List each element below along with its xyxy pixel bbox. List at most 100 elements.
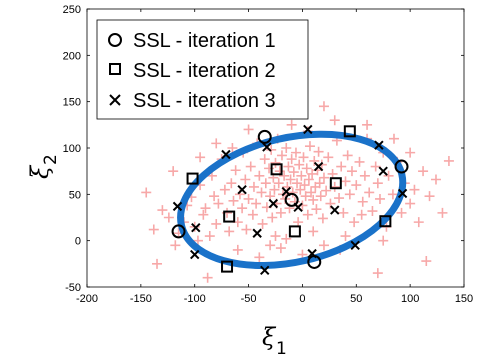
background-plus-point bbox=[260, 178, 271, 189]
series-points bbox=[171, 124, 409, 276]
y-axis-title: ξ 2 bbox=[26, 154, 61, 179]
iteration-3-x-point bbox=[262, 142, 272, 152]
background-plus-point bbox=[383, 170, 394, 181]
background-plus-point bbox=[396, 207, 407, 218]
iteration-3-x-point bbox=[307, 248, 317, 259]
background-plus-point bbox=[200, 203, 211, 214]
background-plus-point bbox=[230, 165, 241, 176]
iteration-3-x-point bbox=[237, 184, 247, 195]
background-plus-point bbox=[267, 212, 278, 223]
background-plus-point bbox=[281, 143, 292, 153]
background-plus-point bbox=[338, 207, 349, 218]
background-plus-point bbox=[351, 180, 362, 191]
x-tick-label: 100 bbox=[401, 293, 419, 305]
iteration-1-circle-point bbox=[284, 192, 299, 207]
y-tick-label: -50 bbox=[65, 282, 81, 294]
background-plus-point bbox=[270, 231, 281, 242]
background-plus-point bbox=[294, 159, 305, 170]
background-plus-point bbox=[270, 157, 281, 168]
background-plus-point bbox=[318, 101, 329, 112]
y-tick-label: 0 bbox=[75, 236, 81, 248]
background-plus-point bbox=[195, 152, 206, 163]
y-tick-label: 200 bbox=[63, 50, 81, 62]
background-plus-point bbox=[295, 184, 306, 195]
x-tick-label: 50 bbox=[350, 293, 362, 305]
background-plus-point bbox=[370, 161, 381, 172]
background-plus-point bbox=[219, 184, 230, 195]
background-plus-point bbox=[240, 174, 251, 185]
background-plus-point bbox=[228, 195, 239, 206]
iteration-3-x-point bbox=[313, 161, 324, 172]
background-plus-point bbox=[323, 152, 334, 163]
background-plus-point bbox=[443, 155, 454, 166]
background-plus-point bbox=[299, 180, 310, 191]
iteration-3-x-point bbox=[350, 240, 360, 251]
background-plus-point bbox=[245, 161, 256, 172]
background-plus-point bbox=[141, 187, 152, 198]
iteration-3-x-point bbox=[303, 124, 313, 135]
background-plus-point bbox=[424, 191, 435, 202]
background-plus-point bbox=[292, 178, 303, 189]
iteration-3-x-point bbox=[268, 198, 279, 209]
background-plus-point bbox=[243, 193, 254, 204]
iteration-2-square-point bbox=[221, 260, 234, 273]
background-plus-point bbox=[340, 176, 351, 187]
background-plus-point bbox=[372, 268, 383, 279]
iteration-3-x-point bbox=[330, 205, 340, 215]
iteration-2-square-point bbox=[379, 215, 392, 228]
y-tick-label: 150 bbox=[63, 97, 81, 109]
background-plus-point bbox=[281, 233, 292, 244]
background-plus-point bbox=[286, 154, 297, 165]
iteration-2-square-point bbox=[186, 172, 199, 185]
y-axis-title-sub: 2 bbox=[41, 154, 61, 165]
background-plus-point bbox=[204, 231, 215, 242]
iteration-3-x-point bbox=[378, 166, 388, 176]
iteration-2-square-point bbox=[329, 177, 342, 190]
legend-label-3: SSL - iteration 3 bbox=[133, 90, 276, 112]
background-plus-point bbox=[317, 213, 328, 224]
background-plus-point bbox=[309, 155, 320, 166]
background-plus-point bbox=[170, 240, 181, 251]
background-plus-point bbox=[413, 217, 424, 228]
background-plus-point bbox=[311, 204, 322, 215]
legend-label-2: SSL - iteration 2 bbox=[133, 60, 276, 82]
background-plus-point bbox=[148, 224, 159, 235]
x-axis-title-main: ξ bbox=[262, 323, 277, 351]
background-plus-point bbox=[314, 178, 325, 189]
background-plus-point bbox=[296, 170, 307, 181]
y-tick-label: 250 bbox=[63, 4, 81, 16]
background-plus-point bbox=[237, 203, 248, 214]
background-plus-point bbox=[285, 174, 296, 185]
background-plus-point bbox=[209, 191, 220, 202]
background-plus-point bbox=[275, 207, 286, 218]
background-plus-point bbox=[334, 193, 345, 204]
background-plus-point bbox=[290, 147, 301, 158]
background-plus-point bbox=[362, 119, 373, 130]
background-plus-point bbox=[247, 209, 258, 220]
background-plus-point bbox=[300, 191, 311, 202]
background-plus-point bbox=[340, 231, 351, 242]
background-plus-point bbox=[213, 198, 224, 209]
legend-x-marker bbox=[109, 94, 121, 106]
background-plus-point bbox=[256, 187, 267, 198]
background-plus-point bbox=[315, 191, 326, 202]
background-plus-point bbox=[346, 166, 357, 177]
background-plus-point bbox=[168, 166, 179, 177]
background-plus-point bbox=[318, 240, 329, 251]
background-plus-point bbox=[430, 174, 441, 185]
iteration-3-x-point bbox=[397, 188, 408, 199]
background-plus-point bbox=[157, 205, 168, 216]
background-plus-point bbox=[354, 156, 365, 167]
background-plus-point bbox=[248, 181, 259, 192]
background-plus-point bbox=[257, 218, 268, 229]
x-axis-title-sub: 1 bbox=[276, 339, 287, 359]
background-plus-point bbox=[301, 163, 312, 174]
background-plus-point bbox=[259, 154, 270, 165]
background-plus-point bbox=[192, 235, 203, 246]
background-plus-point bbox=[211, 138, 222, 149]
background-plus-point bbox=[357, 196, 368, 207]
x-tick-label: 0 bbox=[299, 293, 305, 305]
background-plus-point bbox=[367, 206, 378, 217]
legend-square-marker bbox=[109, 63, 121, 75]
